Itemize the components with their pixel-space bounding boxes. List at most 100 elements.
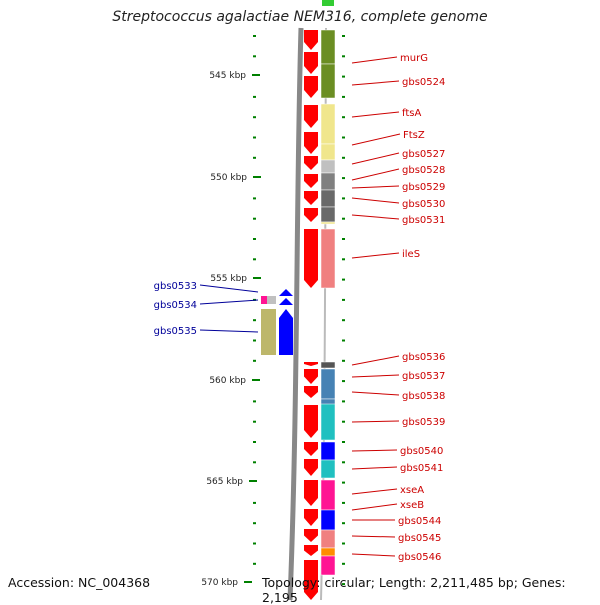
scale-tick-minor: [253, 441, 256, 443]
scale-tick-minor: [253, 156, 256, 159]
gene-label-gbs0530: gbs0530: [402, 199, 445, 210]
gene-label-ftsA: ftsA: [402, 108, 421, 119]
scale-tick-minor: [253, 116, 256, 119]
scale-tick-major: [253, 277, 261, 279]
leader-line-murG: [351, 56, 398, 64]
leader-line-gbs0534: [199, 299, 259, 305]
track-tick: [342, 177, 345, 180]
leader-line-FtsZ: [351, 133, 401, 146]
gene-bar-19: [320, 529, 336, 549]
scale-tick-minor: [253, 95, 256, 98]
scale-tick-minor: [253, 562, 256, 565]
scale-tick-major: [253, 176, 261, 178]
track-tick: [342, 380, 345, 383]
track-tick: [342, 359, 345, 362]
gene-bar-17: [320, 479, 336, 511]
scale-tick-major: [249, 480, 257, 482]
forward-arrow-2: [304, 52, 318, 74]
leader-line-gbs0539: [351, 420, 400, 423]
scale-label-6: 570 kbp: [201, 578, 238, 588]
reverse-arrow-3: [279, 309, 293, 355]
gene-bar-15: [320, 441, 336, 461]
scale-tick-minor: [253, 339, 256, 342]
scale-tick-minor: [253, 197, 256, 200]
scale-tick-minor: [253, 522, 256, 525]
gene-label-xseB: xseB: [400, 500, 424, 511]
gene-label-gbs0540: gbs0540: [400, 446, 443, 457]
gene-label-gbs0524: gbs0524: [402, 77, 445, 88]
track-tick: [342, 55, 345, 58]
gene-label-murG: murG: [400, 53, 428, 64]
track-tick: [342, 481, 345, 484]
scale-tick-minor: [253, 420, 256, 423]
scale-label-4: 560 kbp: [209, 376, 246, 386]
accession-label: Accession: NC_004368: [8, 575, 151, 590]
scale-tick-minor: [253, 136, 256, 139]
backbone-outer: [287, 27, 304, 600]
track-tick: [342, 258, 345, 261]
gene-label-xseA: xseA: [400, 485, 424, 496]
forward-arrow-15: [304, 442, 318, 456]
forward-arrow-12: [304, 369, 318, 384]
scale-label-5: 565 kbp: [206, 477, 243, 487]
track-tick: [342, 136, 345, 139]
leader-line-ftsA: [351, 111, 400, 118]
gene-bar-11: [320, 361, 336, 369]
scale-tick-minor: [253, 501, 256, 504]
gene-bar-16: [320, 459, 336, 479]
gene-bar-18: [320, 509, 336, 531]
gene-label-gbs0535: gbs0535: [154, 326, 197, 337]
track-tick: [342, 197, 345, 200]
leader-line-gbs0531: [351, 214, 400, 220]
gene-bar-gbs0534: [267, 296, 276, 304]
scale-tick-major: [244, 581, 252, 583]
track-tick: [342, 400, 345, 403]
gene-bar-5: [320, 159, 336, 174]
gene-label-gbs0534: gbs0534: [154, 300, 197, 311]
gene-bar-6: [320, 172, 336, 191]
track-tick: [342, 319, 345, 322]
gene-bar-3: [320, 103, 336, 145]
forward-arrow-19: [304, 529, 318, 542]
leader-line-gbs0536: [351, 355, 400, 366]
forward-arrow-5: [304, 132, 318, 154]
scale-label-2: 550 kbp: [210, 173, 247, 183]
leader-line-gbs0545: [351, 535, 396, 538]
gene-bar-10: [320, 228, 336, 289]
track-tick: [342, 583, 345, 586]
leader-line-gbs0546: [351, 553, 396, 557]
scale-tick-minor: [253, 400, 256, 403]
gene-bar-7: [320, 189, 336, 208]
scale-label-3: 555 kbp: [210, 274, 247, 284]
forward-arrow-21: [304, 560, 318, 600]
gene-bar-gbs0535: [261, 309, 276, 355]
forward-arrow-9: [304, 208, 318, 222]
leader-line-gbs0538: [351, 391, 400, 396]
track-tick: [342, 441, 345, 443]
forward-arrow-16: [304, 459, 318, 476]
forward-arrow-7: [304, 174, 318, 188]
gene-label-gbs0528: gbs0528: [402, 165, 445, 176]
leader-line-gbs0540: [351, 449, 398, 452]
forward-arrow-10: [304, 229, 318, 288]
track-tick: [342, 95, 345, 98]
gene-label-gbs0545: gbs0545: [398, 533, 441, 544]
gene-bar-14: [320, 403, 336, 441]
gene-bar-gbs0533: [261, 296, 267, 304]
leader-line-gbs0533: [199, 284, 259, 293]
gene-bar-1: [320, 29, 336, 65]
scale-tick-major: [252, 379, 260, 381]
track-tick: [342, 542, 345, 545]
gene-bar-4: [320, 143, 336, 161]
scale-tick-minor: [253, 55, 256, 58]
gene-bar-12: [320, 368, 336, 400]
track-tick: [342, 238, 345, 240]
leader-line-ileS: [351, 252, 400, 259]
scale-tick-minor: [253, 217, 256, 220]
leader-line-gbs0535: [199, 329, 259, 333]
leader-line-gbs0528: [351, 168, 400, 181]
leader-line-xseB: [351, 503, 398, 511]
track-tick: [342, 156, 345, 159]
track-tick: [342, 298, 345, 301]
